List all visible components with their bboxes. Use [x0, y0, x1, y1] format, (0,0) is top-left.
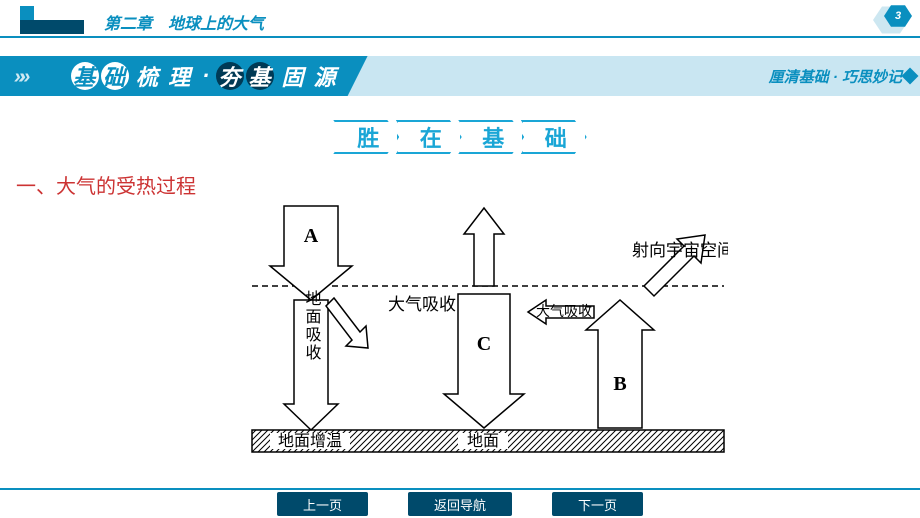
chapter-title: 第二章 地球上的大气 — [104, 10, 264, 34]
section-band: »» 基 础 梳 理 · 夯 基 固 源 厘清基础 · 巧思妙记 — [0, 56, 920, 96]
header-bar: 第二章 地球上的大气 3 — [0, 0, 920, 36]
band-text: 固 源 — [281, 60, 337, 92]
footer-nav: 上一页 返回导航 下一页 — [0, 492, 920, 516]
hero-char: 在 — [396, 120, 462, 154]
header-rule — [0, 36, 920, 38]
band-char: 基 — [71, 62, 99, 90]
arrow-B: B — [586, 300, 654, 428]
section-heading: 一、大气的受热过程 — [16, 170, 196, 199]
label-ground: 地面 — [467, 432, 499, 450]
heat-diagram: 地面增温 地面 A 地面吸收 大气吸收 C B 大气吸收 射向宇宙空间 — [248, 198, 728, 468]
header-corner-decor — [20, 6, 84, 32]
arrow-to-space: 射向宇宙空间 — [632, 235, 728, 296]
home-button[interactable]: 返回导航 — [408, 492, 512, 516]
band-char: 础 — [101, 62, 129, 90]
band-dot: · — [202, 63, 211, 89]
label-B: B — [613, 373, 626, 395]
section-band-left: »» 基 础 梳 理 · 夯 基 固 源 — [0, 56, 368, 96]
footer-rule — [0, 488, 920, 490]
band-right-text: 厘清基础 · 巧思妙记 — [769, 66, 902, 87]
band-char: 基 — [246, 62, 274, 90]
label-ground-warm: 地面增温 — [278, 432, 342, 450]
arrow-atm-absorb-left: 大气吸收 — [326, 295, 456, 348]
label-C: C — [477, 333, 491, 355]
page-indicator: 3 — [884, 4, 912, 28]
hero-char: 基 — [458, 120, 524, 154]
label-to-space: 射向宇宙空间 — [632, 241, 728, 260]
next-button[interactable]: 下一页 — [552, 492, 643, 516]
label-A: A — [304, 225, 319, 247]
band-text: 梳 理 — [136, 60, 192, 92]
band-char: 夯 — [216, 62, 244, 90]
arrow-C: C — [444, 294, 524, 428]
prev-button[interactable]: 上一页 — [277, 492, 368, 516]
label-atm-absorb-right: 大气吸收 — [536, 304, 592, 320]
diamond-icon — [902, 68, 919, 85]
diagram-svg: 地面增温 地面 A 地面吸收 大气吸收 C B 大气吸收 射向宇宙空间 — [248, 198, 728, 468]
hero-char: 础 — [521, 120, 587, 154]
hero-char: 胜 — [333, 120, 399, 154]
label-atm-absorb-left: 大气吸收 — [388, 295, 456, 314]
arrow-atm-absorb-right: 大气吸收 — [528, 300, 594, 324]
hero-title: 胜 在 基 础 — [0, 120, 920, 154]
chevron-icon: »» — [14, 66, 24, 89]
arrow-up-space — [464, 208, 504, 286]
label-ground-absorb: 地面吸收 — [303, 290, 322, 362]
